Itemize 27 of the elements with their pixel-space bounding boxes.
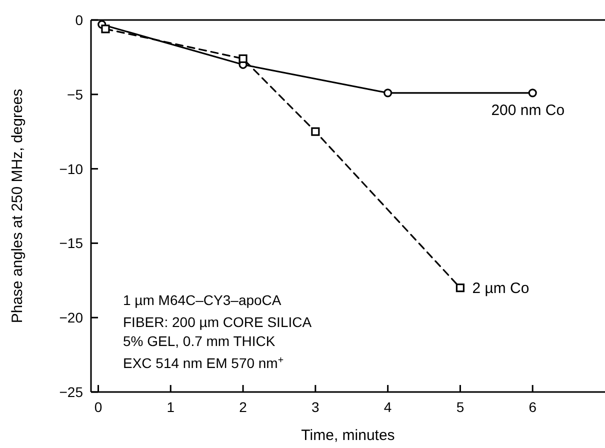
- x-tick-label: 2: [239, 399, 248, 415]
- y-tick-label: −10: [59, 160, 84, 177]
- x-tick-label: 4: [384, 399, 392, 415]
- point: [311, 127, 320, 136]
- x-tick-label: 5: [456, 399, 464, 415]
- annotation: FIBER: 200 µm CORE SILICA: [123, 314, 312, 330]
- point: [101, 24, 110, 34]
- annotation: 5% GEL, 0.7 mm THICK: [123, 333, 276, 349]
- point: [384, 88, 392, 98]
- x-tick-label: 3: [312, 399, 320, 415]
- y-tick-label: −25: [59, 384, 84, 400]
- x-axis-title: Time, minutes: [301, 427, 395, 444]
- annotation: 1 µm M64C–CY3–apoCA: [123, 292, 282, 308]
- y-tick-label: −5: [67, 86, 84, 102]
- series-label: 2 µm Co: [472, 280, 530, 297]
- x-tick-label: 1: [166, 399, 175, 415]
- point: [456, 284, 465, 292]
- y-tick-label: −15: [59, 235, 84, 252]
- y-tick-label: −20: [59, 310, 84, 326]
- y-axis-title: Phase angles at 250 MHz, degrees: [9, 88, 26, 324]
- point: [238, 54, 248, 63]
- x-tick-label: 6: [528, 399, 537, 415]
- point: [528, 88, 537, 98]
- y-tick-label: 0: [75, 12, 84, 28]
- series-label: 200 nm Co: [491, 102, 565, 119]
- annotation: EXC 514 nm EM 570 nm$^{+}$: [123, 354, 284, 371]
- x-tick-label: 0: [94, 399, 102, 415]
